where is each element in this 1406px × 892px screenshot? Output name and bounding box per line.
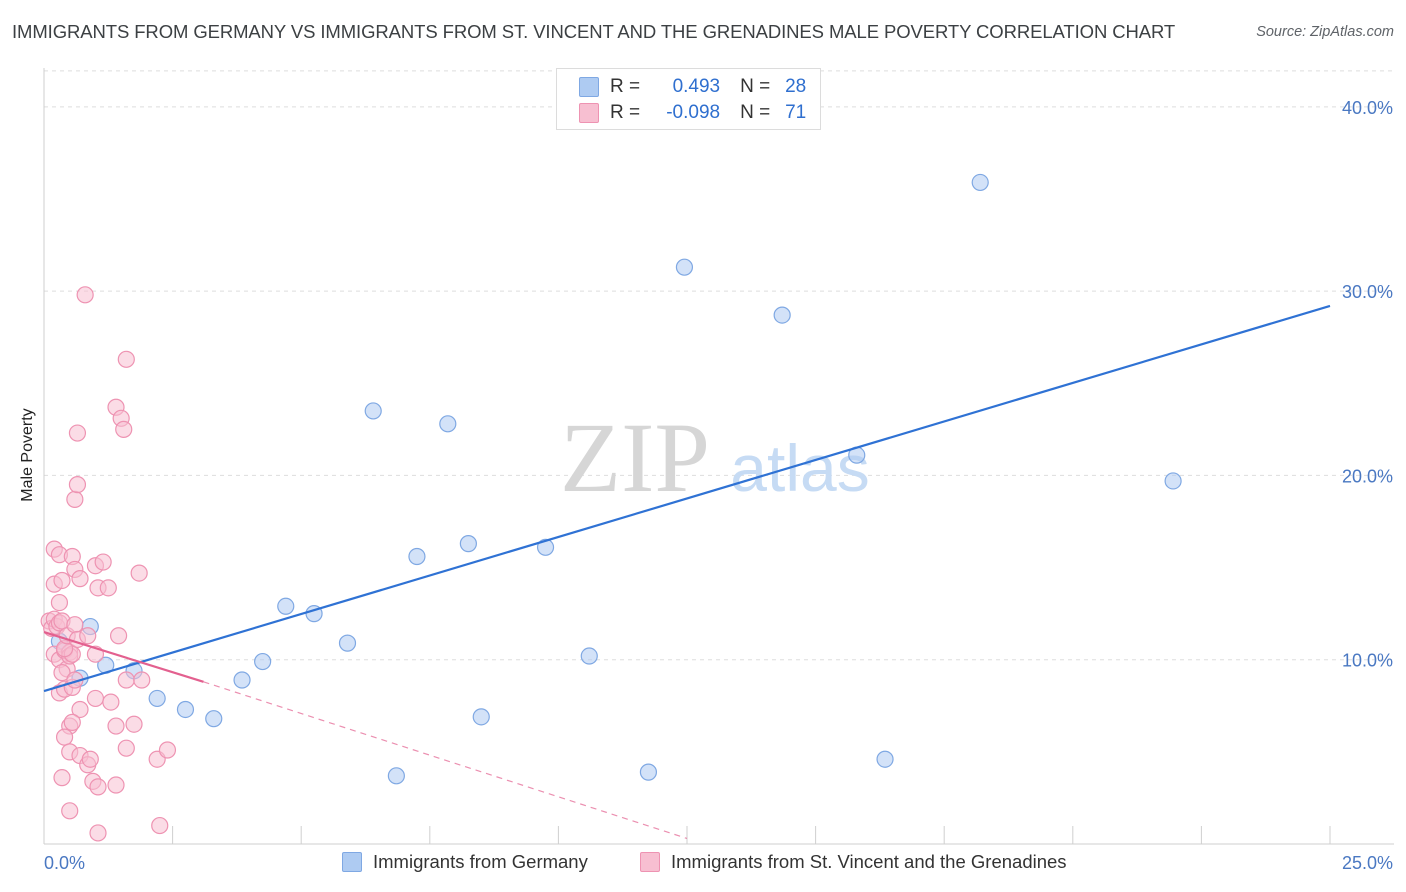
germany-point xyxy=(876,750,894,768)
chart-title: IMMIGRANTS FROM GERMANY VS IMMIGRANTS FR… xyxy=(12,21,1176,42)
axes xyxy=(43,68,1394,845)
x-tick-label: 25.0% xyxy=(1342,853,1393,873)
st-vincent-point xyxy=(71,570,89,588)
st-vincent-point xyxy=(63,713,81,731)
st-vincent-trend-line xyxy=(43,631,204,683)
r-value: -0.098 xyxy=(666,102,721,123)
germany-point xyxy=(254,652,272,671)
st-vincent-point xyxy=(76,286,94,304)
n-value: 71 xyxy=(785,102,807,123)
legend-swatch-pink xyxy=(640,852,660,872)
gridlines xyxy=(44,70,1394,661)
st-vincent-point xyxy=(86,689,105,708)
n-label: N = xyxy=(740,102,771,123)
germany-point xyxy=(408,547,426,566)
legend-swatch-blue xyxy=(579,77,599,97)
st-vincent-point xyxy=(53,664,71,682)
st-vincent-point xyxy=(50,593,69,612)
st-vincent-point xyxy=(53,571,71,590)
st-vincent-point xyxy=(94,553,112,571)
germany-point xyxy=(277,597,295,615)
x-tick-label: 0.0% xyxy=(44,853,85,873)
st-vincent-point xyxy=(89,824,107,842)
r-label: R = xyxy=(610,76,641,97)
st-vincent-point xyxy=(158,741,177,759)
germany-point xyxy=(773,306,791,324)
legend-swatch-pink xyxy=(579,103,599,123)
trend-lines xyxy=(43,304,1331,840)
st-vincent-point xyxy=(89,778,107,796)
germany-point xyxy=(387,767,405,785)
st-vincent-point xyxy=(109,627,128,645)
germany-point xyxy=(580,647,598,665)
st-vincent-point xyxy=(151,816,169,835)
st-vincent-trend-extension xyxy=(203,681,688,840)
st-vincent-point xyxy=(102,693,120,711)
germany-point xyxy=(639,763,658,781)
st-vincent-point xyxy=(117,350,135,368)
r-label: R = xyxy=(610,102,641,123)
st-vincent-point xyxy=(107,776,125,794)
germany-trend-line xyxy=(43,304,1331,693)
st-vincent-point xyxy=(68,424,87,442)
y-tick-label: 20.0% xyxy=(1342,466,1393,486)
st-vincent-point xyxy=(66,490,84,508)
st-vincent-point xyxy=(79,627,97,645)
st-vincent-point xyxy=(125,715,143,733)
legend-label-germany: Immigrants from Germany xyxy=(373,851,588,872)
source-label: Source: ZipAtlas.com xyxy=(1256,24,1394,40)
germany-point xyxy=(675,258,694,276)
st-vincent-point xyxy=(133,671,151,689)
st-vincent-point xyxy=(81,750,99,768)
germany-point xyxy=(148,689,166,708)
y-tick-label: 30.0% xyxy=(1342,282,1393,302)
n-value: 28 xyxy=(785,76,807,97)
legend-item-st-vincent: Immigrants from St. Vincent and the Gren… xyxy=(640,851,1067,873)
germany-point xyxy=(536,538,555,556)
tick-labels: 10.0% 20.0% 30.0% 40.0% 0.0% 25.0% xyxy=(44,98,1393,873)
st-vincent-point xyxy=(68,476,87,494)
legend-item-germany: Immigrants from Germany xyxy=(342,851,588,873)
st-vincent-point xyxy=(107,717,125,735)
st-vincent-point xyxy=(117,739,135,757)
watermark: ZIP atlas xyxy=(560,402,870,513)
germany-point xyxy=(338,634,357,652)
legend-label-st-vincent: Immigrants from St. Vincent and the Gren… xyxy=(671,851,1067,872)
watermark-zip: ZIP xyxy=(560,402,710,513)
legend-swatch-blue xyxy=(342,852,362,872)
correlation-legend: R = 0.493 N = 28 R = -0.098 N = 71 xyxy=(556,68,821,130)
st-vincent-point xyxy=(61,802,79,820)
st-vincent-point xyxy=(115,420,133,438)
germany-point xyxy=(439,415,457,433)
st-vincent-point xyxy=(55,728,74,746)
germany-point xyxy=(176,700,195,719)
germany-point xyxy=(459,535,477,553)
germany-point xyxy=(472,708,490,726)
legend-row-st-vincent: R = -0.098 N = 71 xyxy=(579,101,806,125)
germany-point xyxy=(364,402,382,420)
series-st-vincent xyxy=(40,286,177,842)
germany-point xyxy=(205,710,223,728)
st-vincent-point xyxy=(117,671,135,689)
germany-point xyxy=(1164,472,1182,490)
r-value: 0.493 xyxy=(672,76,721,97)
legend-row-germany: R = 0.493 N = 28 xyxy=(579,75,806,99)
st-vincent-point xyxy=(66,616,84,634)
y-tick-label: 10.0% xyxy=(1342,651,1393,671)
n-label: N = xyxy=(740,76,771,97)
st-vincent-point xyxy=(130,564,148,582)
st-vincent-point xyxy=(53,769,71,787)
watermark-atlas: atlas xyxy=(730,431,869,505)
st-vincent-point xyxy=(71,700,89,719)
germany-point xyxy=(971,173,989,192)
st-vincent-point xyxy=(99,579,117,597)
y-tick-label: 40.0% xyxy=(1342,98,1393,118)
germany-point xyxy=(233,671,251,689)
